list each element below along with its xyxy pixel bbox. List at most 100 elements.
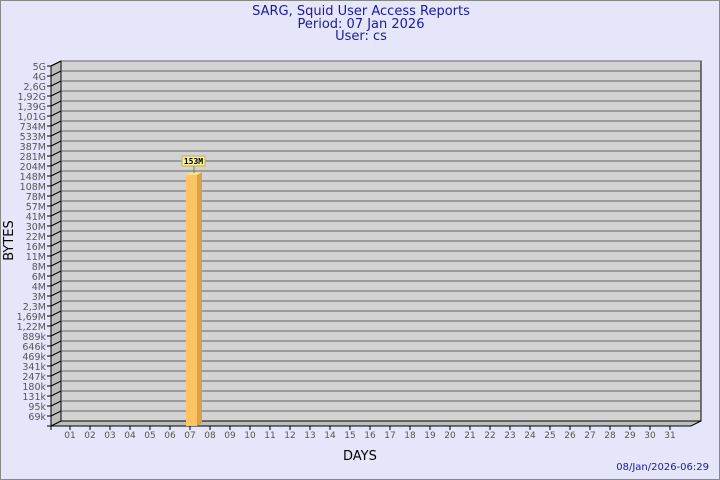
x-tick-label: 11: [264, 431, 275, 441]
y-tick-label: 281M: [20, 152, 46, 163]
x-tick-label: 17: [384, 431, 395, 441]
y-tick-label: 41M: [26, 212, 46, 223]
y-tick-label: 69k: [28, 412, 46, 423]
y-tick-diag: [50, 210, 62, 217]
y-tick-diag: [50, 140, 62, 147]
x-tick-label: 05: [144, 431, 155, 441]
y-tick-label: 16M: [26, 242, 46, 253]
y-tick-diag: [50, 380, 62, 387]
y-tick-label: 180k: [22, 382, 46, 393]
y-tick-diag: [50, 150, 62, 157]
y-tick-label: 1,39G: [17, 102, 46, 113]
x-tick-label: 01: [64, 431, 75, 441]
y-tick-diag: [50, 400, 62, 407]
y-tick-label: 2,6G: [24, 82, 46, 93]
x-tick-label: 09: [224, 431, 236, 441]
y-tick-label: 4G: [33, 72, 46, 83]
x-tick-label: 07: [184, 431, 195, 441]
y-tick-label: 6M: [32, 272, 46, 283]
x-tick-label: 24: [524, 431, 536, 441]
floor: [50, 420, 702, 427]
bar: [186, 175, 197, 426]
y-tick-diag: [50, 270, 62, 277]
y-axis-label: BYTES: [1, 220, 17, 261]
y-tick-diag: [50, 350, 62, 357]
y-tick-label: 30M: [26, 222, 46, 233]
y-tick-label: 889k: [22, 332, 46, 343]
y-tick-label: 8M: [32, 262, 46, 273]
x-tick-label: 18: [404, 431, 416, 441]
y-tick-label: 341k: [22, 362, 46, 373]
y-tick-label: 57M: [26, 202, 46, 213]
y-tick-label: 469k: [22, 352, 46, 363]
y-tick-label: 1,92G: [17, 92, 46, 103]
x-tick-label: 10: [244, 431, 256, 441]
y-tick-diag: [50, 290, 62, 297]
y-tick-diag: [50, 60, 62, 67]
y-tick-diag: [50, 310, 62, 317]
y-tick-label: 533M: [20, 132, 46, 143]
x-tick-label: 19: [424, 431, 436, 441]
y-tick-label: 108M: [20, 182, 46, 193]
y-tick-label: 78M: [26, 192, 46, 203]
x-tick-label: 25: [544, 431, 555, 441]
bar-side: [197, 172, 202, 426]
y-tick-label: 204M: [20, 162, 46, 173]
y-tick-diag: [50, 340, 62, 347]
x-tick-label: 04: [124, 431, 136, 441]
x-tick-label: 12: [284, 431, 295, 441]
x-tick-label: 28: [604, 431, 616, 441]
y-tick-diag: [50, 410, 62, 417]
y-tick-diag: [50, 330, 62, 337]
y-tick-label: 1,01G: [17, 112, 46, 123]
bar-top: [186, 172, 202, 176]
x-tick-label: 29: [624, 431, 636, 441]
x-tick-label: 14: [324, 431, 336, 441]
y-tick-diag: [50, 250, 62, 257]
y-tick-diag: [50, 180, 62, 187]
y-tick-label: 1,22M: [17, 322, 46, 333]
x-tick-label: 02: [84, 431, 95, 441]
x-tick-label: 08: [204, 431, 216, 441]
bar-value-label: 153M: [184, 157, 203, 166]
bar-label-box: [181, 155, 206, 167]
x-tick-label: 06: [164, 431, 176, 441]
x-tick-label: 16: [364, 431, 376, 441]
y-tick-label: 3M: [32, 292, 46, 303]
y-tick-label: 22M: [26, 232, 46, 243]
x-tick-label: 30: [644, 431, 656, 441]
y-tick-diag: [50, 300, 62, 307]
y-tick-label: 1,69M: [17, 312, 46, 323]
x-tick-label: 21: [464, 431, 475, 441]
x-axis-label: DAYS: [343, 449, 377, 464]
y-tick-label: 11M: [26, 252, 46, 263]
y-tick-label: 247k: [22, 372, 46, 383]
y-tick-diag: [50, 230, 62, 237]
x-tick-label: 13: [304, 431, 315, 441]
y-tick-label: 131k: [22, 392, 46, 403]
chart-user: User: cs: [335, 29, 387, 44]
chart-title: SARG, Squid User Access Reports: [252, 4, 470, 19]
x-tick-label: 15: [344, 431, 355, 441]
y-tick-diag: [50, 130, 62, 137]
y-tick-diag: [50, 320, 62, 327]
y-tick-label: 5G: [33, 62, 46, 73]
y-tick-diag: [50, 260, 62, 267]
y-tick-label: 646k: [22, 342, 46, 353]
timestamp: 08/Jan/2026-06:29: [616, 462, 709, 473]
y-tick-diag: [50, 220, 62, 227]
y-tick-diag: [50, 100, 62, 107]
y-tick-diag: [50, 190, 62, 197]
x-tick-label: 23: [504, 431, 515, 441]
x-tick-label: 27: [584, 431, 595, 441]
x-tick-label: 03: [104, 431, 115, 441]
y-tick-diag: [50, 240, 62, 247]
y-tick-label: 148M: [20, 172, 46, 183]
x-tick-label: 31: [664, 431, 675, 441]
y-tick-diag: [50, 390, 62, 397]
y-tick-diag: [50, 370, 62, 377]
chart-period: Period: 07 Jan 2026: [297, 17, 425, 32]
y-tick-diag: [50, 170, 62, 177]
y-tick-diag: [50, 160, 62, 167]
